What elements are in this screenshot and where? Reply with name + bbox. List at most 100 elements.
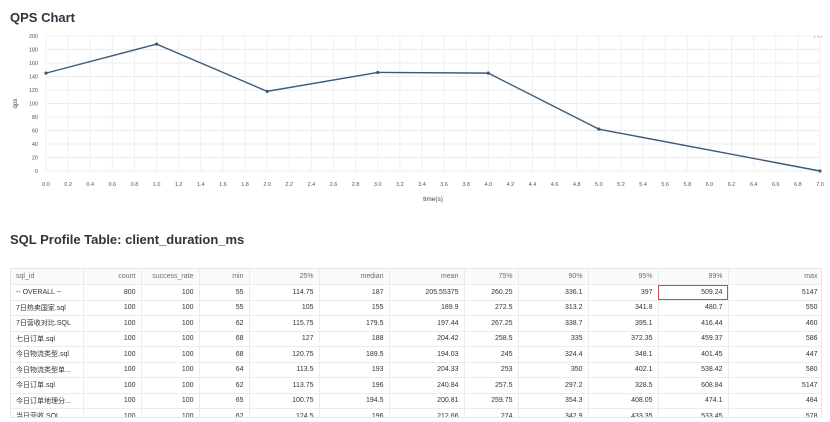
- table-cell[interactable]: 196: [319, 408, 390, 417]
- table-cell[interactable]: 100: [83, 346, 142, 363]
- table-cell[interactable]: 580: [728, 362, 821, 378]
- table-cell[interactable]: 5147: [728, 284, 821, 301]
- table-cell[interactable]: 100: [141, 284, 200, 301]
- table-cell[interactable]: 800: [83, 284, 142, 301]
- table-row[interactable]: 7日热卖国家.sql 100 100 55 105 155 189.9 272.5 313.2 3…: [11, 300, 821, 316]
- table-cell[interactable]: 240.84: [389, 377, 465, 394]
- table-row[interactable]: 七日订单.sql 100 100 68 127 188 204.42 258.5 335 372.…: [11, 331, 821, 347]
- table-cell[interactable]: 480.7: [658, 300, 729, 316]
- table-row[interactable]: 当日营收.SQL 100 100 62 124.5 196 212.66 274 342.9 43…: [11, 408, 821, 417]
- table-cell[interactable]: 127: [249, 331, 320, 347]
- table-cell[interactable]: 今日物流类型.sql: [11, 346, 84, 363]
- table-cell[interactable]: 474.1: [658, 393, 729, 409]
- table-cell[interactable]: 416.44: [658, 315, 729, 332]
- table-row[interactable]: 今日物流类型.sql 100 100 68 120.75 189.5 194.03 245 32…: [11, 346, 821, 363]
- table-cell[interactable]: 113.5: [249, 362, 320, 378]
- table-cell[interactable]: 今日物流类型单...: [11, 362, 84, 378]
- table-cell[interactable]: 155: [319, 300, 390, 316]
- table-cell[interactable]: 212.66: [389, 408, 465, 417]
- table-cell[interactable]: 397: [588, 284, 659, 301]
- table-row[interactable]: 今日订单.sql 100 100 62 113.75 196 240.84 257.5 297.…: [11, 377, 821, 394]
- table-cell[interactable]: 188: [319, 331, 390, 347]
- table-cell[interactable]: 55: [199, 284, 250, 301]
- table-cell[interactable]: 433.35: [588, 408, 659, 417]
- table-cell[interactable]: 100: [141, 346, 200, 363]
- column-header[interactable]: 75%: [464, 269, 519, 285]
- table-cell[interactable]: 354.3: [518, 393, 589, 409]
- table-cell[interactable]: 100: [83, 315, 142, 332]
- table-cell[interactable]: 350: [518, 362, 589, 378]
- table-cell[interactable]: 338.7: [518, 315, 589, 332]
- table-cell[interactable]: 204.33: [389, 362, 465, 378]
- table-cell[interactable]: 100: [141, 362, 200, 378]
- table-cell[interactable]: 115.75: [249, 315, 320, 332]
- table-cell[interactable]: 313.2: [518, 300, 589, 316]
- table-cell[interactable]: 197.44: [389, 315, 465, 332]
- table-cell[interactable]: 120.75: [249, 346, 320, 363]
- table-cell[interactable]: 68: [199, 331, 250, 347]
- table-cell[interactable]: 114.75: [249, 284, 320, 301]
- table-cell[interactable]: 259.75: [464, 393, 519, 409]
- table-cell[interactable]: 100: [83, 362, 142, 378]
- table-cell[interactable]: 274: [464, 408, 519, 417]
- column-header[interactable]: mean: [389, 269, 465, 285]
- table-cell[interactable]: 100: [83, 300, 142, 316]
- column-header[interactable]: 99%: [658, 269, 729, 285]
- table-cell[interactable]: 586: [728, 331, 821, 347]
- column-header[interactable]: sql_id: [11, 269, 84, 285]
- table-row[interactable]: 今日订单地理分... 100 100 65 100.75 194.5 200.81 259.7…: [11, 393, 821, 409]
- table-cell[interactable]: 100.75: [249, 393, 320, 409]
- ellipsis-icon[interactable]: ⋯: [813, 32, 824, 43]
- table-cell[interactable]: 100: [141, 408, 200, 417]
- table-cell[interactable]: 100: [141, 331, 200, 347]
- table-cell[interactable]: 187: [319, 284, 390, 301]
- table-cell[interactable]: 7日营收对比.SQL: [11, 315, 84, 332]
- table-cell[interactable]: 336.1: [518, 284, 589, 301]
- table-cell[interactable]: 今日订单.sql: [11, 377, 84, 394]
- table-cell[interactable]: 62: [199, 315, 250, 332]
- table-cell[interactable]: 5147: [728, 377, 821, 394]
- table-cell[interactable]: 538.42: [658, 362, 729, 378]
- table-cell[interactable]: 100: [83, 377, 142, 394]
- table-cell[interactable]: 124.5: [249, 408, 320, 417]
- table-cell[interactable]: 55: [199, 300, 250, 316]
- table-cell[interactable]: 100: [141, 377, 200, 394]
- table-cell[interactable]: 342.9: [518, 408, 589, 417]
- table-cell[interactable]: 205.55375: [389, 284, 465, 301]
- table-cell[interactable]: 204.42: [389, 331, 465, 347]
- column-header[interactable]: median: [319, 269, 390, 285]
- table-cell[interactable]: 297.2: [518, 377, 589, 394]
- table-cell[interactable]: 62: [199, 408, 250, 417]
- table-cell[interactable]: 258.5: [464, 331, 519, 347]
- table-cell[interactable]: 578: [728, 408, 821, 417]
- table-cell[interactable]: 253: [464, 362, 519, 378]
- table-cell[interactable]: 194.5: [319, 393, 390, 409]
- table-row[interactable]: 今日物流类型单... 100 100 64 113.5 193 204.33 253 350 40…: [11, 362, 821, 378]
- table-cell[interactable]: 608.84: [658, 377, 729, 394]
- table-cell[interactable]: 272.5: [464, 300, 519, 316]
- table-cell[interactable]: 105: [249, 300, 320, 316]
- table-cell[interactable]: 324.4: [518, 346, 589, 363]
- table-cell[interactable]: 当日营收.SQL: [11, 408, 84, 417]
- column-header[interactable]: 25%: [249, 269, 320, 285]
- table-cell[interactable]: 447: [728, 346, 821, 363]
- table-cell[interactable]: 189.5: [319, 346, 390, 363]
- table-cell[interactable]: 7日热卖国家.sql: [11, 300, 84, 316]
- table-cell[interactable]: 260.25: [464, 284, 519, 301]
- table-cell[interactable]: 68: [199, 346, 250, 363]
- table-cell[interactable]: 459.37: [658, 331, 729, 347]
- table-cell[interactable]: 194.03: [389, 346, 465, 363]
- column-header[interactable]: success_rate: [141, 269, 200, 285]
- table-cell[interactable]: 245: [464, 346, 519, 363]
- table-cell[interactable]: 193: [319, 362, 390, 378]
- table-cell[interactable]: 402.1: [588, 362, 659, 378]
- column-header[interactable]: count: [83, 269, 142, 285]
- table-cell[interactable]: 533.45: [658, 408, 729, 417]
- table-cell[interactable]: 113.75: [249, 377, 320, 394]
- table-cell[interactable]: 401.45: [658, 346, 729, 363]
- table-cell[interactable]: 348.1: [588, 346, 659, 363]
- table-row[interactable]: -- OVERALL -- 800 100 55 114.75 187 205.55375 2…: [11, 284, 821, 301]
- table-cell[interactable]: 484: [728, 393, 821, 409]
- column-header[interactable]: 95%: [588, 269, 659, 285]
- table-cell[interactable]: 64: [199, 362, 250, 378]
